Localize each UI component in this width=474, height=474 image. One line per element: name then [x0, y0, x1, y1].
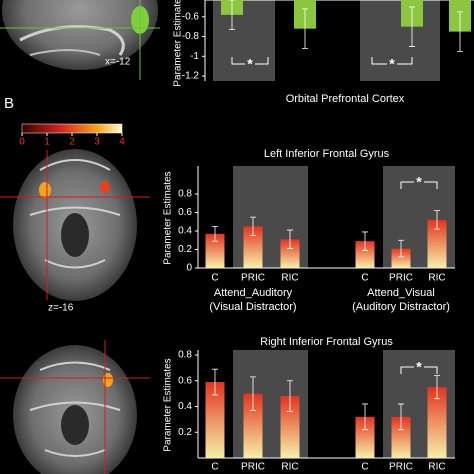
error-bar [398, 239, 404, 258]
error-bar [362, 403, 368, 431]
y-axis-label: Parameter Estimates [163, 171, 174, 264]
group-label: Attend_Visual [367, 287, 435, 299]
brain-sagittal [0, 0, 160, 80]
significance-marker: * [389, 56, 395, 72]
x-tick-label: C [211, 462, 218, 473]
shaded-region [360, 0, 440, 81]
error-bar [212, 225, 218, 242]
colorbar-tick-label: 3 [94, 137, 100, 148]
error-bar [212, 368, 218, 396]
brain-axial [0, 340, 150, 474]
annotation-bg [245, 59, 255, 69]
error-bar [434, 375, 440, 400]
error-bar [287, 380, 293, 413]
colorbar-tick-label: 0 [19, 137, 25, 148]
y-tick-label: -0.6 [182, 11, 200, 22]
slice-label: x=-12 [105, 57, 131, 68]
x-tick-label: PRIC [389, 273, 413, 284]
bar [243, 226, 263, 268]
significance-marker: * [416, 359, 422, 375]
colorbar-tick-label: 2 [69, 137, 75, 148]
x-tick-label: RIC [281, 462, 298, 473]
y-tick-label: -1 [190, 51, 199, 62]
annotation-bg [414, 177, 424, 187]
y-tick-label: -0.8 [182, 31, 200, 42]
y-tick-label: 0.8 [178, 350, 192, 361]
error-bar [287, 229, 293, 249]
y-tick-label: 0.2 [178, 244, 192, 255]
annotation-bg [414, 362, 424, 372]
y-tick-label: 0.4 [178, 401, 192, 412]
error-bar [302, 8, 308, 49]
error-bar [457, 11, 463, 52]
bar [427, 387, 447, 458]
bar [391, 416, 411, 458]
y-tick-label: 0.6 [178, 375, 192, 386]
significance-marker: * [416, 174, 422, 190]
bar [427, 219, 447, 268]
x-tick-label: C [361, 273, 368, 284]
y-tick-label: -1.2 [182, 71, 200, 82]
y-tick-label: 0 [186, 263, 192, 274]
bar [205, 233, 225, 268]
panel-label: B [4, 95, 14, 112]
y-axis-label: Parameter Estimates [173, 0, 184, 87]
error-bar [398, 403, 404, 431]
y-tick-label: 0.6 [178, 207, 192, 218]
bar [280, 239, 300, 268]
error-bar [229, 0, 235, 31]
bar [391, 248, 411, 268]
colorbar-tick-label: 4 [119, 137, 125, 148]
y-axis-label: Parameter Estimates [163, 358, 174, 451]
bar [205, 382, 225, 458]
annotation-bg [387, 59, 397, 69]
chart-title: Right Inferior Frontal Gyrus [260, 336, 393, 348]
x-axis-label: Orbital Prefrontal Cortex [286, 93, 405, 105]
y-tick-label: 0.4 [178, 226, 192, 237]
bar [243, 393, 263, 458]
bar [355, 416, 375, 458]
y-tick-label: 0.2 [178, 427, 192, 438]
colorbar [21, 123, 123, 134]
error-bar [409, 6, 415, 47]
error-bar [250, 376, 256, 411]
chart-title: Left Inferior Frontal Gyrus [264, 148, 390, 160]
x-tick-label: RIC [428, 462, 445, 473]
x-tick-label: C [211, 273, 218, 284]
x-tick-label: PRIC [389, 462, 413, 473]
x-tick-label: PRIC [241, 462, 265, 473]
bar [280, 396, 300, 458]
group-label: Attend_Auditory [214, 287, 293, 299]
x-tick-label: PRIC [241, 273, 265, 284]
x-tick-label: RIC [281, 273, 298, 284]
error-bar [434, 210, 440, 230]
error-bar [362, 231, 368, 251]
significance-marker: * [247, 56, 253, 72]
error-bar [250, 216, 256, 237]
y-tick-label: 0.8 [178, 189, 192, 200]
x-tick-label: RIC [428, 273, 445, 284]
group-label: (Visual Distractor) [209, 301, 296, 313]
colorbar-tick-label: 1 [44, 137, 50, 148]
group-label: (Auditory Distractor) [352, 301, 450, 313]
x-tick-label: C [361, 462, 368, 473]
bar [355, 241, 375, 268]
slice-label: z=-16 [48, 303, 74, 314]
brain-axial [0, 149, 150, 301]
